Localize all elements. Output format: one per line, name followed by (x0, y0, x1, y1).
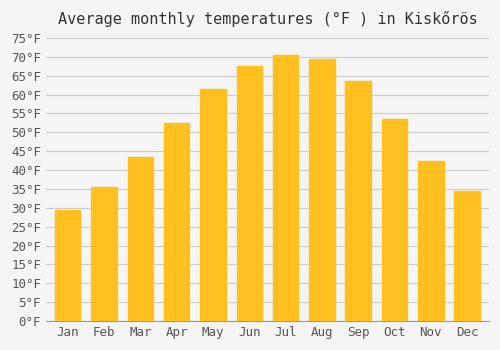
Bar (92, 187, 117, 321)
Bar (382, 119, 407, 321)
Bar (309, 59, 334, 321)
Bar (55, 210, 80, 321)
Bar (236, 66, 262, 321)
Bar (128, 157, 153, 321)
Bar (200, 89, 226, 321)
Bar (346, 82, 371, 321)
Bar (454, 191, 480, 321)
Bar (164, 123, 190, 321)
Bar (273, 55, 298, 321)
Title: Average monthly temperatures (°F ) in Kiskőrös: Average monthly temperatures (°F ) in Ki… (58, 11, 478, 27)
Bar (418, 161, 444, 321)
